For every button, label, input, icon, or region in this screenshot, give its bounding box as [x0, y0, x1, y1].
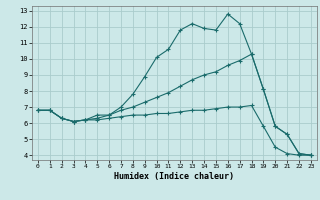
X-axis label: Humidex (Indice chaleur): Humidex (Indice chaleur)	[115, 172, 234, 181]
